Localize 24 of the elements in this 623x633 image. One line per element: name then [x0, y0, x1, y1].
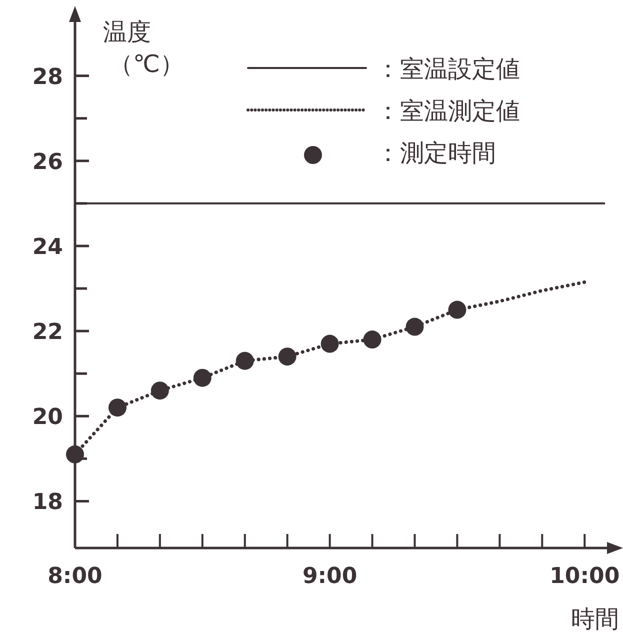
y-axis-title: 温度（℃）	[103, 18, 184, 78]
point	[66, 445, 84, 464]
y-tick-label: 28	[32, 64, 63, 90]
legend-label: ：室温測定値	[376, 97, 520, 125]
y-tick-label: 26	[32, 150, 63, 175]
point	[278, 348, 296, 366]
y-tick-label: 18	[32, 490, 63, 516]
point	[448, 300, 466, 319]
legend-label: ：室温設定値	[376, 55, 520, 83]
y-tick-label: 22	[32, 320, 63, 346]
x-tick-label: 8:00	[48, 564, 102, 589]
point	[150, 382, 169, 400]
x-axis-title: 時間	[571, 605, 619, 633]
point	[406, 318, 424, 336]
y-tick-label: 24	[32, 234, 63, 260]
point	[363, 330, 382, 349]
y-tick-label: 20	[32, 405, 63, 430]
point	[236, 352, 254, 370]
point	[320, 334, 339, 353]
x-tick-label: 9:00	[302, 564, 358, 589]
point	[193, 368, 212, 387]
point	[108, 398, 126, 417]
x-tick-label: 10:00	[550, 564, 620, 589]
legend-label: ：測定時間	[376, 139, 496, 167]
